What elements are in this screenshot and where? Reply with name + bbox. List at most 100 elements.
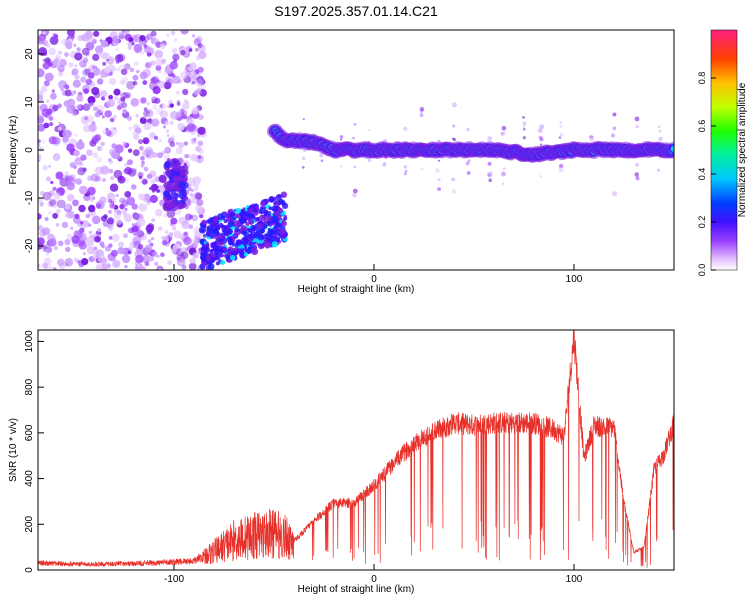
spectrogram-cell xyxy=(133,81,139,86)
spectrogram-cell xyxy=(166,209,176,219)
spectrogram-cell xyxy=(166,33,170,37)
spectrogram-cell xyxy=(124,207,128,211)
spectrogram-cell xyxy=(48,238,57,247)
spectrogram-cell xyxy=(100,96,106,101)
spectrogram-cell xyxy=(172,226,177,231)
spectrogram-cell xyxy=(72,90,77,95)
spectrogram-cell xyxy=(247,218,255,225)
spectrogram-cell xyxy=(133,61,139,66)
spectrogram-cell xyxy=(172,224,176,228)
spectrogram-cell xyxy=(42,262,49,269)
spectrogram-cell xyxy=(265,233,268,236)
spectrogram-cell xyxy=(170,217,178,225)
spectrogram-cell xyxy=(192,34,196,38)
spectrogram-cell xyxy=(57,240,64,247)
spectrogram-cell xyxy=(175,171,181,177)
spectrogram-cell xyxy=(169,120,174,125)
spectrogram-cell xyxy=(94,235,101,243)
spectrogram-cell xyxy=(634,116,640,122)
spectrogram-cell xyxy=(87,186,96,196)
spectrogram-cell xyxy=(89,86,93,91)
spectrogram-cell xyxy=(180,247,186,252)
spectrogram-cell xyxy=(559,124,563,128)
spectrogram-y-tick-label: 0 xyxy=(24,147,35,153)
spectrogram-cell xyxy=(121,102,128,109)
spectrogram-cell xyxy=(522,136,527,140)
spectrogram-cell xyxy=(69,162,76,168)
spectrogram-cell xyxy=(44,80,50,87)
spectrogram-cell xyxy=(178,142,185,149)
spectrogram-cell xyxy=(136,69,140,74)
colorbar-label: Normalized spectral amplitude xyxy=(737,82,748,217)
spectrogram-cell xyxy=(123,213,128,218)
spectrogram-cell xyxy=(73,150,80,157)
spectrogram-cell xyxy=(233,220,241,228)
spectrogram-cell xyxy=(71,71,75,76)
spectrogram-cell xyxy=(487,173,492,178)
spectrogram-cell xyxy=(487,161,492,166)
spectrogram-cell xyxy=(87,103,91,107)
spectrogram-cell xyxy=(38,237,45,246)
spectrogram-cell xyxy=(164,120,170,126)
spectrogram-cell xyxy=(157,152,163,159)
spectrogram-cell xyxy=(189,214,194,219)
spectrogram-cell xyxy=(201,219,208,226)
spectrogram-cell xyxy=(160,252,165,257)
spectrogram-cell xyxy=(121,30,130,35)
spectrogram-cell xyxy=(352,193,357,198)
spectrogram-cell xyxy=(419,113,424,117)
spectrogram-cell xyxy=(149,194,158,204)
spectrogram-cell xyxy=(211,231,216,236)
spectrogram-cell xyxy=(48,164,52,168)
spectrogram-cell xyxy=(250,247,257,254)
spectrogram-cell xyxy=(180,49,186,56)
spectrogram-cell xyxy=(145,62,151,68)
spectrogram-cell xyxy=(65,246,71,252)
spectrogram-cell xyxy=(451,177,456,182)
spectrogram-cell xyxy=(121,254,131,264)
spectrogram-cell xyxy=(219,240,225,245)
spectrogram-cell xyxy=(139,71,148,80)
spectrogram-cell xyxy=(539,124,545,130)
spectrogram-cell xyxy=(80,154,87,161)
spectrogram-cell xyxy=(53,245,59,251)
spectrogram-cell xyxy=(222,229,227,234)
spectrogram-cell xyxy=(501,125,507,131)
spectrogram-cell xyxy=(38,225,44,231)
spectrogram-cell xyxy=(198,66,204,73)
spectrogram-cell xyxy=(121,208,128,215)
spectrogram-cell xyxy=(502,182,505,185)
spectrogram-cell xyxy=(64,174,69,179)
spectrogram-cell xyxy=(163,125,166,129)
spectrogram-cell xyxy=(105,127,109,131)
spectrogram-cell xyxy=(108,236,113,240)
spectrogram-cell xyxy=(133,134,140,140)
spectrogram-cell xyxy=(64,52,69,57)
snr-frame xyxy=(37,329,675,571)
spectrogram-cell xyxy=(210,245,214,249)
spectrogram-cell xyxy=(117,249,122,254)
spectrogram-cell xyxy=(142,255,151,264)
spectrogram-cell xyxy=(319,153,324,158)
spectrogram-cell xyxy=(100,51,108,60)
spectrogram-cell xyxy=(109,117,115,123)
spectrogram-cell xyxy=(214,248,218,252)
spectrogram-cell xyxy=(170,30,176,36)
spectrogram-cell xyxy=(91,215,101,225)
spectrogram-cell xyxy=(106,217,115,225)
spectrogram-cell xyxy=(64,258,74,267)
spectrogram-cell xyxy=(226,218,231,223)
spectrogram-cell xyxy=(487,136,492,141)
spectrogram-cell xyxy=(404,169,408,173)
spectrogram-cell xyxy=(110,176,115,181)
spectrogram-cell xyxy=(146,229,152,235)
spectrogram-cell xyxy=(196,198,204,207)
spectrogram-cell xyxy=(67,30,75,37)
spectrogram-cell xyxy=(48,136,57,145)
spectrogram-cell xyxy=(199,213,204,219)
spectrogram-cell xyxy=(88,123,97,133)
spectrogram-cell xyxy=(126,196,136,206)
spectrogram-cell xyxy=(89,81,96,88)
spectrogram-cell xyxy=(260,206,264,210)
spectrogram-cell xyxy=(202,224,207,229)
